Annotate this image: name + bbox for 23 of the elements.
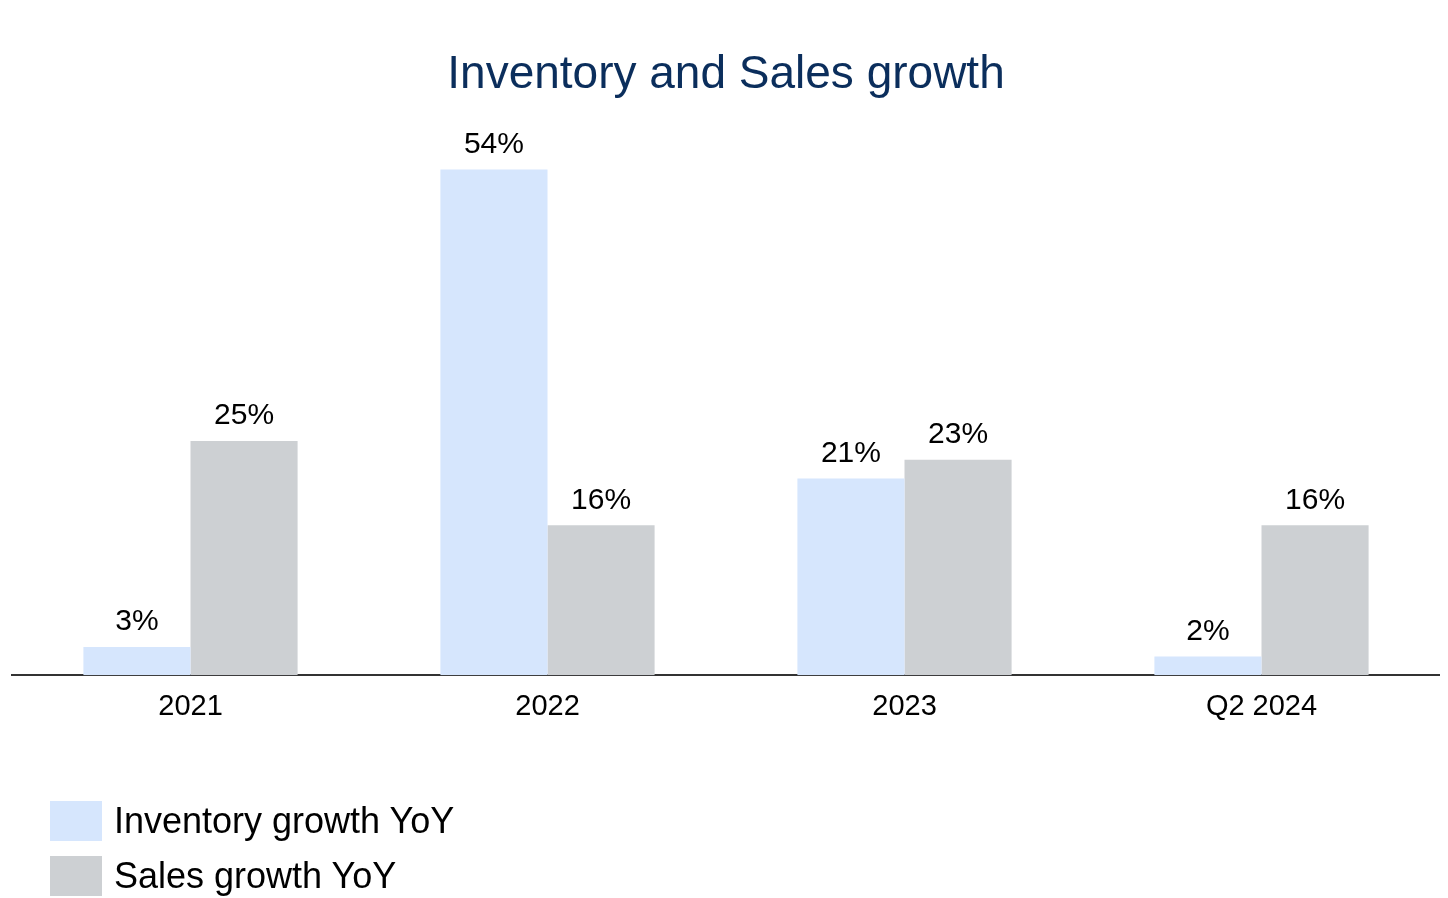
x-tick-label: 2021 [158, 688, 223, 721]
bar [1154, 656, 1262, 676]
data-label: 16% [1285, 481, 1346, 515]
data-label: 21% [820, 434, 881, 468]
x-tick-label: Q2 2024 [1205, 688, 1318, 721]
legend-label: Inventory growth YoY [114, 799, 455, 842]
x-tick-label: 2023 [872, 688, 937, 721]
legend-label: Sales growth YoY [114, 854, 397, 897]
data-label: 3% [115, 603, 159, 637]
data-label: 23% [928, 416, 989, 450]
data-label: 25% [214, 397, 275, 431]
data-label: 54% [463, 125, 524, 159]
bar [904, 459, 1012, 676]
bar [797, 478, 905, 676]
data-label: 2% [1186, 612, 1230, 646]
bar [547, 525, 655, 676]
data-label: 16% [571, 481, 632, 515]
x-tick-label: 2022 [515, 688, 580, 721]
bar [83, 647, 191, 676]
bar [190, 441, 298, 676]
bar [440, 169, 548, 676]
chart-title: Inventory and Sales growth [447, 46, 1005, 99]
bar [1261, 525, 1369, 676]
